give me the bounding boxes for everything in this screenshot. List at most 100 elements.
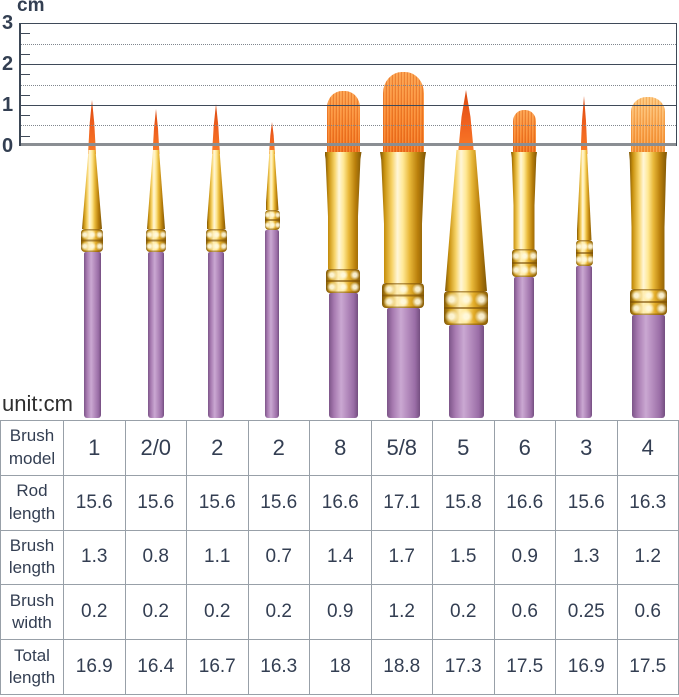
brush-length-value: 1.1: [187, 530, 249, 586]
brush-handle: [631, 315, 665, 418]
total-length-value: 16.9: [64, 640, 126, 695]
brush-width-value: 0.2: [187, 585, 249, 641]
rod-length-value: 15.6: [248, 475, 310, 531]
brush-ferrule: [265, 150, 279, 210]
brush-length-value: 1.2: [617, 530, 679, 586]
brush-model-value: 8: [310, 421, 372, 476]
total-length-value: 16.3: [248, 640, 310, 695]
rod-length-value: 15.6: [64, 475, 126, 531]
brush-handle: [208, 252, 224, 418]
total-length-value: 17.5: [494, 640, 556, 695]
brush-bristles: [382, 72, 424, 154]
brush-crimp-rings: [264, 210, 280, 230]
rod-length-value: 15.6: [125, 475, 187, 531]
brush-model-value: 5: [433, 421, 495, 476]
brush-bristles: [152, 109, 160, 154]
row-header-brush-model: Brush model: [1, 421, 64, 476]
brush-crimp-rings: [205, 229, 227, 252]
brush-bristles: [212, 104, 220, 154]
brush-bristles: [269, 122, 275, 154]
brush-model-value: 2: [248, 421, 310, 476]
total-length-value: 17.5: [617, 640, 679, 695]
ruler-label-1: 1: [1, 94, 14, 116]
brush-bristles: [326, 91, 360, 154]
brush-model-value: 2/0: [125, 421, 187, 476]
unit-note: unit:cm: [2, 391, 73, 416]
brush-crimp-rings: [146, 229, 166, 252]
brush-model-value: 2: [187, 421, 249, 476]
total-length-value: 17.3: [433, 640, 495, 695]
brush-bristles: [512, 110, 536, 154]
brush-bristles: [458, 90, 474, 154]
total-length-value: 18.8: [371, 640, 433, 695]
brush-width-value: 0.6: [617, 585, 679, 641]
rod-length-value: 15.6: [556, 475, 618, 531]
brush-handle: [148, 252, 164, 418]
brush-length-value: 0.9: [494, 530, 556, 586]
total-length-value: 18: [310, 640, 372, 695]
brush-ferrule: [147, 150, 165, 229]
brush-crimp-rings: [575, 240, 593, 266]
brush-handle: [448, 325, 484, 418]
brush-width-value: 0.2: [64, 585, 126, 641]
brush-ferrule: [380, 152, 426, 283]
total-length-value: 16.9: [556, 640, 618, 695]
ruler-unit-label: cm: [17, 0, 45, 16]
brush-model-value: 3: [556, 421, 618, 476]
row-header-rod-length: Rod length: [1, 475, 64, 531]
brush-handle: [328, 293, 358, 418]
brush-crimp-rings: [444, 291, 488, 325]
brush-ferrule: [445, 150, 487, 291]
brush-crimp-rings: [382, 283, 424, 308]
brush-ferrule: [511, 152, 537, 249]
row-header-brush-length: Brush length: [1, 530, 64, 586]
rod-length-value: 15.8: [433, 475, 495, 531]
brush-width-value: 1.2: [371, 585, 433, 641]
brush-crimp-rings: [629, 289, 667, 315]
brush-ferrule: [629, 152, 667, 289]
brush-width-value: 0.2: [125, 585, 187, 641]
ruler-label-2: 2: [1, 53, 14, 75]
rod-length-value: 17.1: [371, 475, 433, 531]
brush-length-value: 1.3: [64, 530, 126, 586]
brush-bristles: [631, 97, 665, 154]
rod-length-value: 16.3: [617, 475, 679, 531]
row-header-total-length: Total length: [1, 640, 64, 695]
brush-ferrule: [324, 152, 362, 269]
brush-length-value: 1.7: [371, 530, 433, 586]
brush-handle: [265, 230, 279, 418]
brush-ferrule: [206, 150, 226, 229]
brush-handle: [576, 266, 592, 418]
brush-width-value: 0.2: [433, 585, 495, 641]
brush-length-value: 1.4: [310, 530, 372, 586]
brush-width-value: 0.6: [494, 585, 556, 641]
rod-length-value: 16.6: [494, 475, 556, 531]
brush-bristles: [580, 96, 588, 154]
brush-length-value: 1.5: [433, 530, 495, 586]
brush-length-value: 1.3: [556, 530, 618, 586]
measurement-table: Brush model 1 2/0 2 2 8 5/8 5 6 3 4 Rod length 15.6 1…: [0, 420, 679, 695]
brush-ferrule: [82, 150, 102, 229]
brush-crimp-rings: [81, 229, 103, 252]
brush-length-value: 0.7: [248, 530, 310, 586]
brush-length-value: 0.8: [125, 530, 187, 586]
brush-width-value: 0.2: [248, 585, 310, 641]
brush-model-value: 6: [494, 421, 556, 476]
brush-bristles: [88, 100, 96, 154]
rod-length-value: 15.6: [187, 475, 249, 531]
brush-ferrule: [576, 150, 592, 240]
brush-crimp-rings: [511, 249, 537, 277]
brush-handle: [83, 252, 101, 418]
brush-crimp-rings: [326, 269, 360, 293]
ruler-label-3: 3: [1, 12, 14, 34]
brush-model-value: 1: [64, 421, 126, 476]
brush-handle: [386, 308, 420, 418]
brush-width-value: 0.9: [310, 585, 372, 641]
total-length-value: 16.7: [187, 640, 249, 695]
total-length-value: 16.4: [125, 640, 187, 695]
ruler-label-0: 0: [1, 135, 14, 157]
brush-model-value: 4: [617, 421, 679, 476]
brush-model-value: 5/8: [371, 421, 433, 476]
brush-handle: [514, 277, 534, 418]
